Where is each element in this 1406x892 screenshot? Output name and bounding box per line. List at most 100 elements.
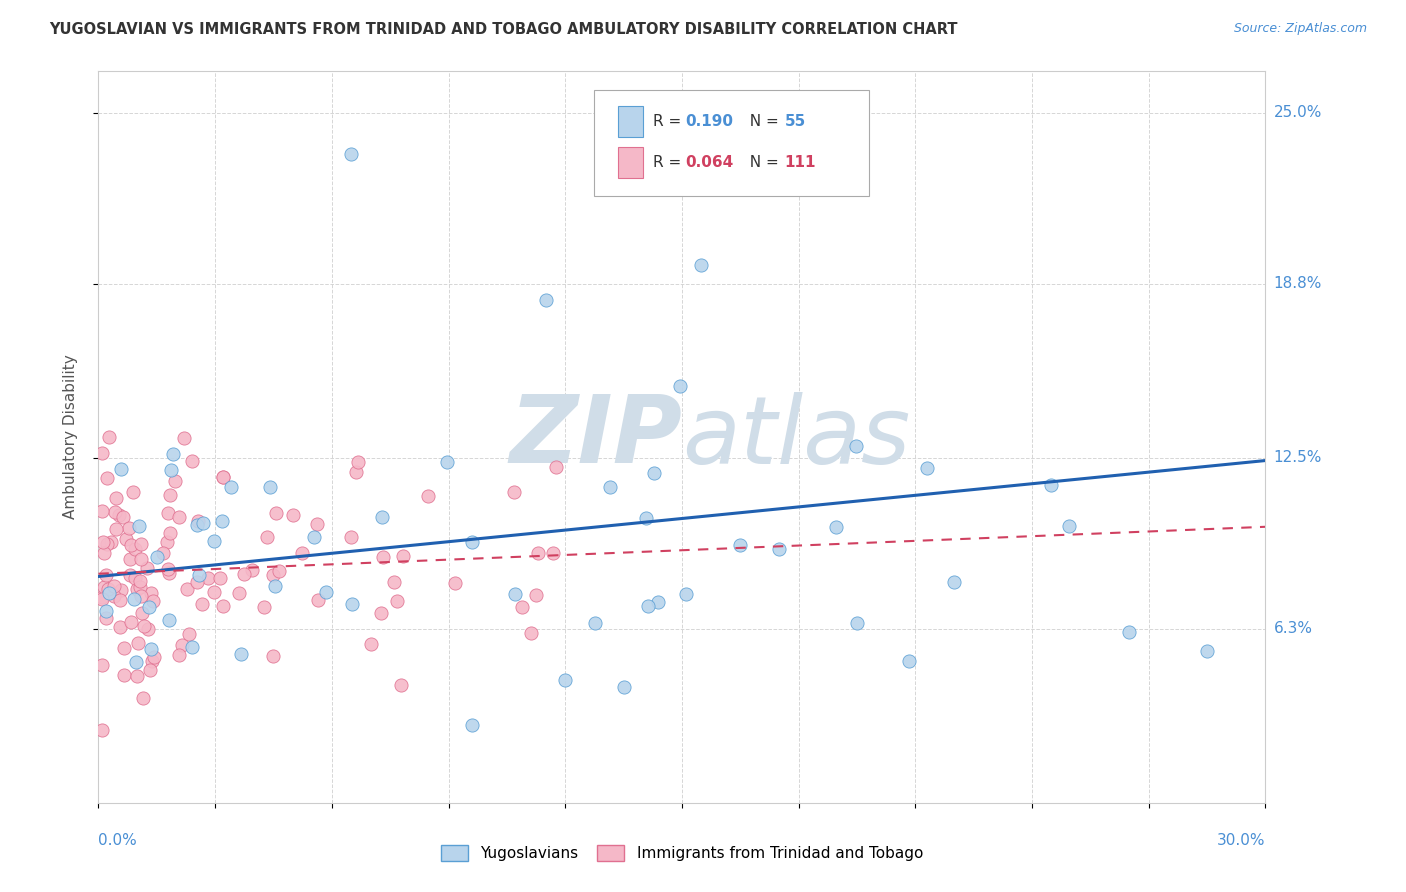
Text: 6.3%: 6.3%: [1274, 622, 1313, 636]
Point: [156, 562, 179, 576]
Legend: Yugoslavians, Immigrants from Trinidad and Tobago: Yugoslavians, Immigrants from Trinidad a…: [440, 845, 924, 861]
Point: [96, 604, 118, 618]
Point: [103, 579, 125, 593]
Point: [165, 474, 187, 488]
Point: [167, 648, 190, 662]
Point: [112, 668, 135, 682]
Point: [387, 593, 409, 607]
Point: [128, 574, 150, 589]
Point: [124, 541, 146, 556]
Point: [173, 432, 195, 446]
Point: [544, 459, 567, 474]
Point: [96, 568, 118, 582]
Point: [141, 586, 163, 600]
Text: 18.8%: 18.8%: [1274, 277, 1322, 292]
Point: [253, 600, 276, 615]
Point: [159, 488, 181, 502]
Point: [197, 571, 219, 585]
Point: [193, 516, 215, 530]
Point: [1118, 624, 1140, 639]
Point: [524, 588, 547, 602]
Text: 30.0%: 30.0%: [1218, 833, 1265, 848]
Point: [212, 599, 235, 614]
Point: [135, 560, 157, 574]
Point: [219, 479, 242, 493]
Point: [120, 538, 142, 552]
Point: [93, 546, 115, 560]
Point: [167, 509, 190, 524]
Point: [176, 582, 198, 597]
Point: [179, 626, 201, 640]
Point: [162, 447, 184, 461]
Text: R =: R =: [652, 155, 686, 170]
Point: [91, 723, 114, 737]
Text: 0.190: 0.190: [685, 114, 734, 129]
Point: [128, 580, 150, 594]
Point: [187, 515, 209, 529]
Point: [104, 504, 127, 518]
Point: [307, 592, 329, 607]
Point: [91, 658, 114, 673]
Point: [118, 521, 141, 535]
Point: [212, 469, 235, 483]
Point: [208, 571, 231, 585]
Point: [157, 566, 180, 580]
Text: 111: 111: [785, 155, 815, 170]
Point: [444, 575, 467, 590]
Text: ZIP: ZIP: [509, 391, 682, 483]
Point: [307, 516, 329, 531]
Point: [98, 429, 121, 443]
Text: atlas: atlas: [682, 392, 910, 483]
Point: [181, 640, 204, 654]
Point: [138, 599, 160, 614]
Point: [127, 669, 149, 683]
Text: YUGOSLAVIAN VS IMMIGRANTS FROM TRINIDAD AND TOBAGO AMBULATORY DISABILITY CORRELA: YUGOSLAVIAN VS IMMIGRANTS FROM TRINIDAD …: [49, 22, 957, 37]
Point: [212, 470, 235, 484]
Point: [315, 584, 337, 599]
Point: [104, 491, 127, 505]
Point: [211, 514, 233, 528]
Point: [389, 678, 412, 692]
Point: [943, 574, 966, 589]
Point: [91, 446, 114, 460]
Point: [643, 467, 665, 481]
Point: [460, 718, 482, 732]
Point: [152, 546, 174, 560]
Point: [267, 564, 290, 578]
Text: 0.0%: 0.0%: [98, 833, 138, 848]
Point: [392, 549, 415, 563]
Point: [132, 691, 155, 706]
Point: [461, 535, 484, 549]
Point: [347, 455, 370, 469]
Bar: [617, 106, 644, 137]
Point: [259, 481, 281, 495]
Point: [416, 489, 439, 503]
Point: [139, 663, 162, 677]
Point: [91, 535, 114, 549]
Point: [669, 379, 692, 393]
Point: [103, 589, 125, 603]
Point: [340, 530, 363, 544]
Point: [100, 535, 122, 549]
Point: [97, 582, 120, 597]
Point: [91, 590, 114, 604]
Text: N =: N =: [741, 155, 785, 170]
Point: [170, 638, 193, 652]
Point: [897, 654, 920, 668]
Point: [824, 520, 846, 534]
Point: [122, 484, 145, 499]
Point: [122, 591, 145, 606]
Point: [231, 647, 253, 661]
Point: [370, 606, 392, 620]
Point: [142, 649, 165, 664]
Point: [190, 598, 212, 612]
FancyBboxPatch shape: [595, 90, 869, 195]
Point: [157, 506, 180, 520]
Point: [503, 587, 526, 601]
Point: [264, 506, 287, 520]
Point: [131, 606, 153, 620]
Point: [730, 538, 752, 552]
Point: [132, 619, 155, 633]
Point: [228, 586, 250, 600]
Point: [768, 541, 790, 556]
